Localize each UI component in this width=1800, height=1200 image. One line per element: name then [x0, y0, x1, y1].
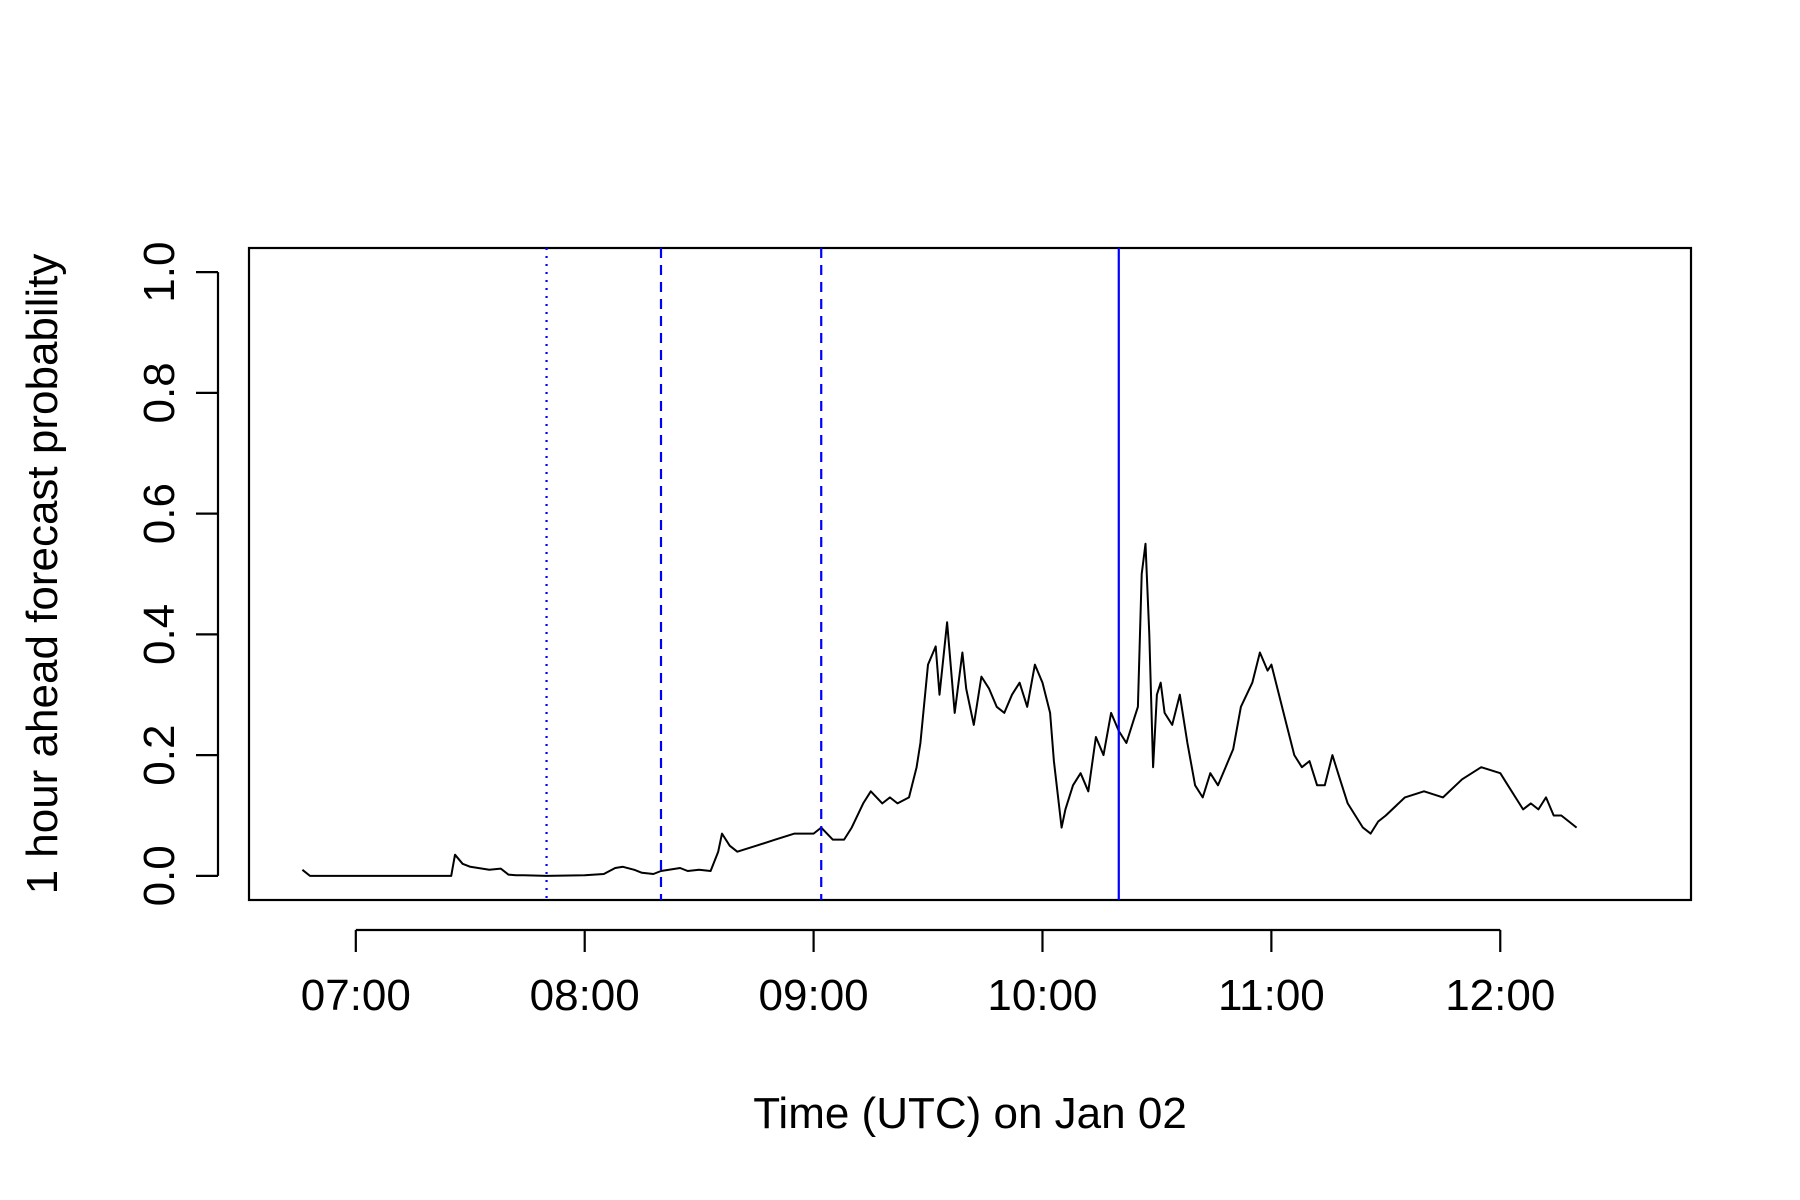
x-tick-label: 09:00	[759, 971, 869, 1020]
series-layer	[301, 542, 1578, 877]
y-axis: 0.0 0.2 0.4 0.6 0.8 1.0	[135, 242, 220, 906]
y-tick-label: 0.0	[135, 845, 184, 906]
forecast-probability-line	[301, 542, 1578, 877]
x-tick-label: 12:00	[1445, 971, 1555, 1020]
y-tick-label: 0.4	[135, 604, 184, 665]
y-tick-label: 0.2	[135, 725, 184, 786]
y-tick-label: 0.8	[135, 362, 184, 423]
x-axis-title: Time (UTC) on Jan 02	[753, 1089, 1187, 1138]
x-axis: 07:00 08:00 09:00 10:00 11:00 12:00	[301, 928, 1555, 1020]
y-tick-label: 0.6	[135, 483, 184, 544]
x-tick-label: 11:00	[1218, 971, 1325, 1020]
reference-lines	[545, 248, 1120, 900]
y-tick-label: 1.0	[135, 242, 184, 303]
x-tick-label: 07:00	[301, 971, 411, 1020]
y-axis-title: 1 hour ahead forecast probability	[18, 254, 67, 895]
x-tick-label: 08:00	[530, 971, 640, 1020]
plot-frame	[247, 246, 1693, 902]
x-tick-label: 10:00	[987, 971, 1097, 1020]
